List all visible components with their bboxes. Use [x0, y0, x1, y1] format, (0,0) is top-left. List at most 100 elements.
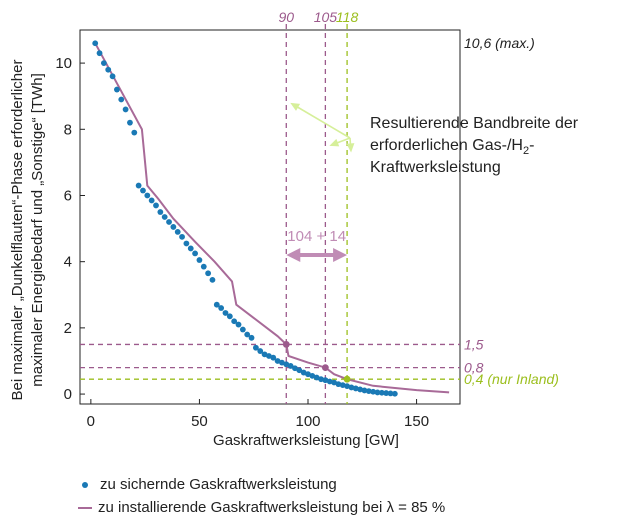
secured-capacity-point: [374, 389, 381, 396]
plot-frame: [79, 29, 461, 405]
secured-capacity-point: [318, 376, 324, 383]
y-tick-label: 0: [64, 386, 72, 403]
secured-capacity-point: [378, 389, 385, 396]
installed-capacity-polyline: [94, 42, 450, 394]
secured-capacity-point: [296, 367, 303, 374]
chart-labels: 104 + 14: [286, 102, 355, 263]
secured-capacity-point: [174, 228, 181, 235]
secured-capacity-point: [209, 276, 216, 283]
secured-capacity-point: [257, 348, 264, 354]
secured-capacity-point: [274, 358, 281, 364]
annotation-line2: erforderlichen Gas-/H2-: [370, 137, 534, 157]
annotation-arrow-head: [346, 143, 355, 153]
secured-capacity-point: [279, 359, 285, 366]
secured-capacity-point: [200, 263, 207, 270]
secured-capacity-point: [326, 378, 333, 385]
x-tick-label: 0: [87, 413, 95, 430]
max-label: 10,6 (max.): [464, 35, 535, 51]
secured-capacity-point: [270, 354, 277, 361]
annotation-arrow-line: [296, 106, 351, 139]
secured-capacity-point: [261, 351, 268, 358]
legend-line-icon: [78, 506, 92, 509]
secured-capacity-point: [252, 344, 259, 351]
secured-capacity-point: [292, 365, 298, 372]
plot-area-border: [79, 29, 461, 405]
y-tick-label: 4: [64, 254, 72, 271]
annotation-arrow-head: [290, 102, 301, 111]
secured-capacity-point: [357, 386, 364, 393]
secured-capacity-point: [100, 60, 107, 66]
intersection-marker: [321, 364, 329, 371]
secured-capacity-point: [170, 224, 177, 230]
secured-capacity-point: [105, 66, 112, 73]
secured-capacity-point: [266, 353, 272, 359]
secured-capacity-point: [231, 318, 238, 325]
horizontal-line-label: 0,4 (nur Inland): [464, 371, 559, 387]
y-tick-label: 6: [64, 187, 72, 204]
secured-capacity-point: [352, 385, 359, 392]
secured-capacity-point: [144, 192, 151, 199]
secured-capacity-point: [235, 321, 242, 328]
annotation-line2-sub: 2: [523, 145, 529, 157]
secured-capacity-point: [161, 214, 168, 220]
y-axis-title-line1: Bei maximaler „Dunkelflauten“-Phase erfo…: [9, 60, 26, 401]
secured-capacity-point: [127, 119, 133, 126]
vertical-line-label: 90: [278, 9, 294, 25]
secured-capacity-point: [305, 371, 311, 378]
secured-capacity-point: [213, 301, 220, 308]
annotation-arrow-line: [336, 137, 351, 144]
annotation-line3: Kraftwerksleistung: [370, 159, 501, 176]
vertical-line-label: 105: [314, 9, 338, 25]
secured-capacity-point: [248, 334, 255, 341]
secured-capacity-point: [309, 372, 316, 379]
secured-capacity-point: [179, 233, 185, 240]
annotation-line2-prefix: erforderlichen Gas-/H: [370, 137, 523, 154]
secured-capacity-point: [339, 382, 346, 389]
annotation-arrow-head: [329, 138, 340, 147]
legend-scatter: zu sichernde Gaskraftwerksleistung: [78, 476, 337, 493]
secured-capacity-point: [148, 197, 155, 204]
annotation-line1: Resultierende Bandbreite der: [370, 115, 579, 132]
secured-capacity-point: [300, 369, 307, 376]
secured-capacity-point: [122, 106, 129, 113]
intersection-marker: [282, 341, 290, 348]
intersection-markers: [282, 341, 351, 383]
secured-capacity-point: [109, 73, 116, 80]
secured-capacity-point: [205, 270, 212, 277]
secured-capacity-point: [140, 187, 146, 194]
secured-capacity-point: [192, 250, 198, 257]
horizontal-line-label: 1,5: [464, 336, 484, 352]
secured-capacity-point: [183, 240, 190, 247]
secured-capacity-point: [118, 96, 125, 103]
secured-capacity-point: [218, 305, 225, 311]
secured-capacity-point: [131, 129, 138, 136]
secured-capacity-point: [391, 390, 398, 397]
legend-dot-icon: [82, 481, 88, 488]
secured-capacity-point: [196, 257, 203, 263]
x-tick-label: 150: [404, 413, 429, 430]
secured-capacity-point: [166, 219, 172, 225]
range-arrow-left-head: [286, 248, 301, 263]
range-arrow-right-head: [333, 248, 348, 263]
secured-capacity-point: [157, 209, 164, 215]
intersection-marker: [343, 375, 351, 383]
secured-capacity-point: [287, 363, 294, 369]
secured-capacity-point: [387, 390, 394, 397]
y-tick-label: 2: [64, 320, 72, 337]
secured-capacity-point: [370, 388, 377, 395]
x-tick-label: 50: [191, 413, 208, 430]
secured-capacity-point: [365, 388, 372, 394]
vertical-line-label: 118: [336, 9, 359, 25]
secured-capacity-point: [226, 313, 233, 320]
y-tick-label: 8: [64, 121, 72, 138]
range-arrow-label: 104 + 14: [287, 228, 346, 245]
axis-ticks: 0 50 100 150 0 2 4 6 8 10: [55, 55, 429, 430]
secured-capacity-point: [335, 381, 342, 388]
legend-line: zu installierende Gaskraftwerksleistung …: [78, 499, 445, 516]
secured-capacity-point: [244, 331, 251, 338]
secured-capacity-point: [348, 384, 355, 391]
horizontal-line-label: 0,8: [464, 360, 484, 376]
secured-capacity-point: [283, 361, 290, 368]
